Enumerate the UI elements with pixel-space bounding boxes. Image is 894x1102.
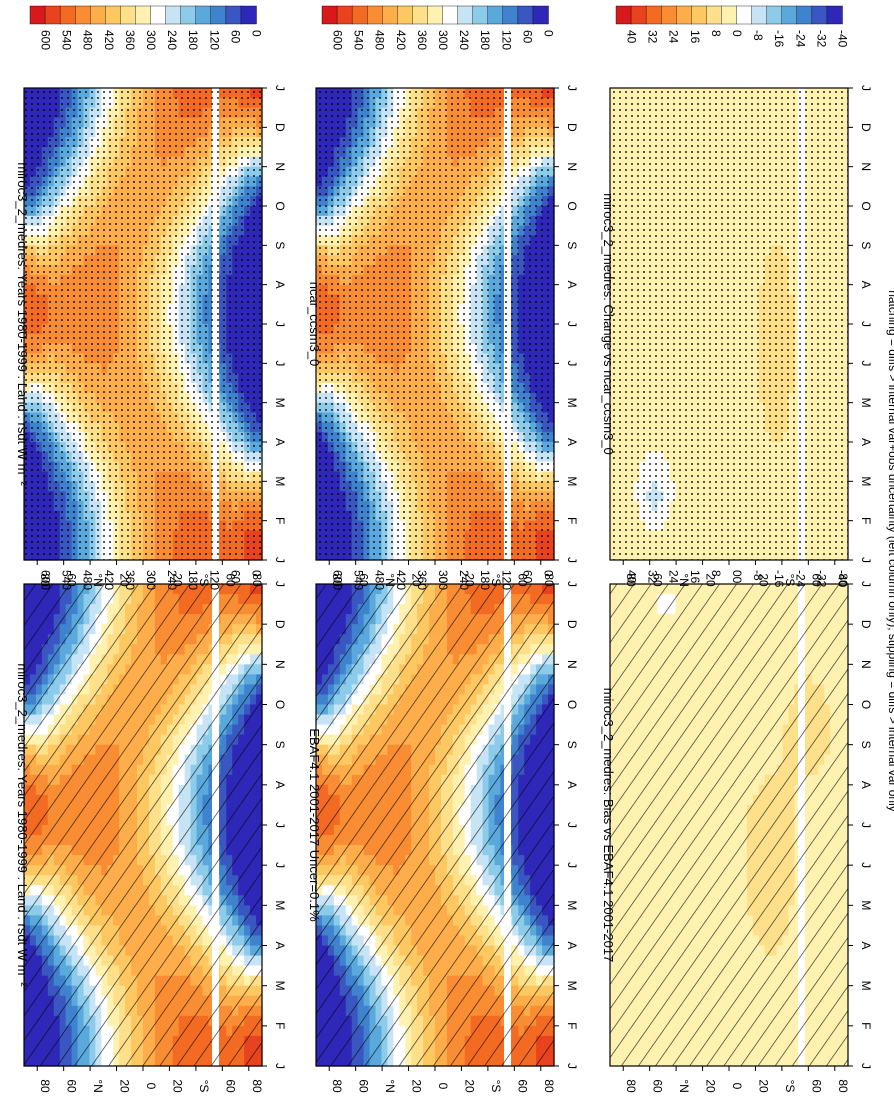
lat-tick-label: 80 bbox=[250, 1079, 264, 1093]
colorbar-label: 300 bbox=[436, 570, 450, 590]
month-tick-label: A bbox=[565, 781, 579, 789]
month-tick-label: O bbox=[565, 700, 579, 709]
lat-tick-label: 80 bbox=[542, 1079, 556, 1093]
month-tick-label: J bbox=[273, 862, 287, 868]
lat-tick-label: 20 bbox=[410, 1079, 424, 1093]
panel-2: J F M A M J J A S O N D J 80 60 °N 20 0 20 °S 60 80 EBAF4.1 20… bbox=[307, 537, 579, 1093]
lat-tick-label: °S bbox=[489, 1080, 503, 1093]
colorbar-label: 600 bbox=[331, 570, 345, 590]
panel-title: miroc3_2_medres: Years 1980-1999 : Land … bbox=[15, 663, 30, 987]
overlay-hatching bbox=[316, 584, 554, 1066]
panel-title: EBAF4.1 2001-2017 Uncer=0.1% bbox=[307, 728, 322, 922]
month-tick-label: D bbox=[273, 620, 287, 629]
colorbar-label: 240 bbox=[165, 570, 179, 590]
colorbar-label: 60 bbox=[520, 570, 534, 584]
colorbar-label: 120 bbox=[207, 570, 221, 590]
colorbar-label: 540 bbox=[60, 570, 74, 590]
month-tick-label: A bbox=[565, 941, 579, 949]
colorbar-label: 420 bbox=[102, 570, 116, 590]
lat-tick-label: 20 bbox=[462, 1079, 476, 1093]
month-tick-label: J bbox=[565, 862, 579, 868]
month-tick-label: A bbox=[273, 941, 287, 949]
colorbar-label: 240 bbox=[457, 570, 471, 590]
month-tick-label: F bbox=[565, 1022, 579, 1029]
colorbar-label: 420 bbox=[394, 570, 408, 590]
month-tick-label: N bbox=[565, 660, 579, 669]
month-tick-label: M bbox=[273, 981, 287, 991]
overlay-hatching bbox=[24, 584, 262, 1066]
month-tick-label: D bbox=[565, 620, 579, 629]
colorbar-label: 480 bbox=[81, 570, 95, 590]
colorbar-label: 0 bbox=[249, 570, 263, 577]
colorbar-label: 300 bbox=[144, 570, 158, 590]
month-tick-label: M bbox=[565, 981, 579, 991]
lat-tick-label: 80 bbox=[38, 1079, 52, 1093]
lat-tick-label: °N bbox=[91, 1079, 105, 1092]
lat-tick-label: 60 bbox=[65, 1079, 79, 1093]
colorbar-label: 0 bbox=[541, 570, 555, 577]
month-tick-label: J bbox=[565, 822, 579, 828]
colorbar-label: 480 bbox=[373, 570, 387, 590]
lat-tick-label: °N bbox=[383, 1079, 397, 1092]
month-tick-label: J bbox=[273, 822, 287, 828]
month-tick-label: M bbox=[273, 900, 287, 910]
month-tick-label: S bbox=[273, 741, 287, 749]
colorbar-label: 360 bbox=[415, 570, 429, 590]
lat-tick-label: 60 bbox=[357, 1079, 371, 1093]
colorbar-label: 360 bbox=[123, 570, 137, 590]
colorbar-label: 540 bbox=[352, 570, 366, 590]
month-tick-label: N bbox=[273, 660, 287, 669]
month-tick-label: J bbox=[565, 581, 579, 587]
panel-1: J F M A M J J A S O N D J 80 60 °N 20 0 20 °S 60 80 miroc3_2_m… bbox=[15, 537, 287, 1093]
month-tick-label: A bbox=[273, 781, 287, 789]
lat-tick-label: 60 bbox=[515, 1079, 529, 1093]
colorbar-label: 180 bbox=[478, 570, 492, 590]
month-tick-label: J bbox=[273, 581, 287, 587]
month-tick-label: S bbox=[565, 741, 579, 749]
colorbar-label: 120 bbox=[499, 570, 513, 590]
lat-tick-label: °S bbox=[197, 1080, 211, 1093]
colorbar-label: 600 bbox=[39, 570, 53, 590]
colorbar-label: 60 bbox=[228, 570, 242, 584]
lat-tick-label: 20 bbox=[118, 1079, 132, 1093]
lat-tick-label: 20 bbox=[170, 1079, 184, 1093]
lat-tick-label: 80 bbox=[330, 1079, 344, 1093]
month-tick-label: F bbox=[273, 1022, 287, 1029]
month-tick-label: M bbox=[565, 900, 579, 910]
lat-tick-label: 60 bbox=[223, 1079, 237, 1093]
month-tick-label: J bbox=[565, 1063, 579, 1069]
colorbar-label: 180 bbox=[186, 570, 200, 590]
month-tick-label: J bbox=[273, 1063, 287, 1069]
lat-tick-label: 0 bbox=[144, 1083, 158, 1090]
month-tick-label: O bbox=[273, 700, 287, 709]
lat-tick-label: 0 bbox=[436, 1083, 450, 1090]
